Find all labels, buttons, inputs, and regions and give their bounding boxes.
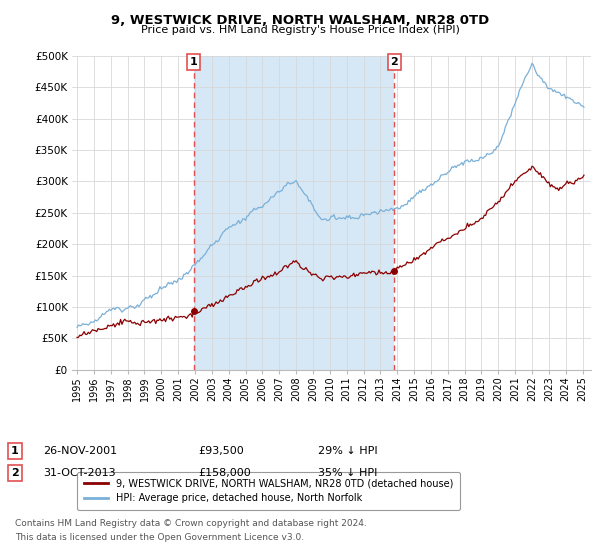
Text: Price paid vs. HM Land Registry's House Price Index (HPI): Price paid vs. HM Land Registry's House … [140,25,460,35]
Text: 31-OCT-2013: 31-OCT-2013 [43,468,116,478]
Text: 26-NOV-2001: 26-NOV-2001 [43,446,118,456]
Text: 2: 2 [391,57,398,67]
Text: 29% ↓ HPI: 29% ↓ HPI [318,446,377,456]
Text: 35% ↓ HPI: 35% ↓ HPI [318,468,377,478]
Text: 9, WESTWICK DRIVE, NORTH WALSHAM, NR28 0TD: 9, WESTWICK DRIVE, NORTH WALSHAM, NR28 0… [111,14,489,27]
Legend: 9, WESTWICK DRIVE, NORTH WALSHAM, NR28 0TD (detached house), HPI: Average price,: 9, WESTWICK DRIVE, NORTH WALSHAM, NR28 0… [77,472,460,510]
Text: 2: 2 [11,468,19,478]
Text: £93,500: £93,500 [198,446,244,456]
Text: £158,000: £158,000 [198,468,251,478]
Text: Contains HM Land Registry data © Crown copyright and database right 2024.: Contains HM Land Registry data © Crown c… [15,519,367,528]
Text: 1: 1 [11,446,19,456]
Bar [194,56,394,370]
Text: 1: 1 [190,57,197,67]
Text: This data is licensed under the Open Government Licence v3.0.: This data is licensed under the Open Gov… [15,533,304,542]
